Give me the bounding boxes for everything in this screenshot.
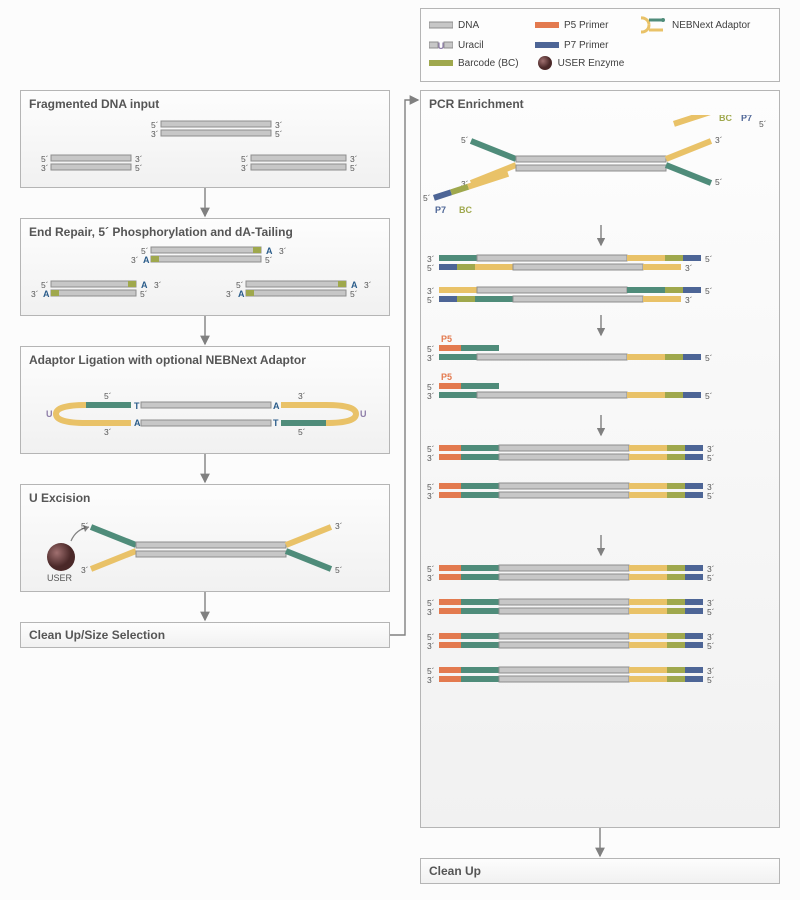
flow-arrows	[0, 0, 800, 900]
